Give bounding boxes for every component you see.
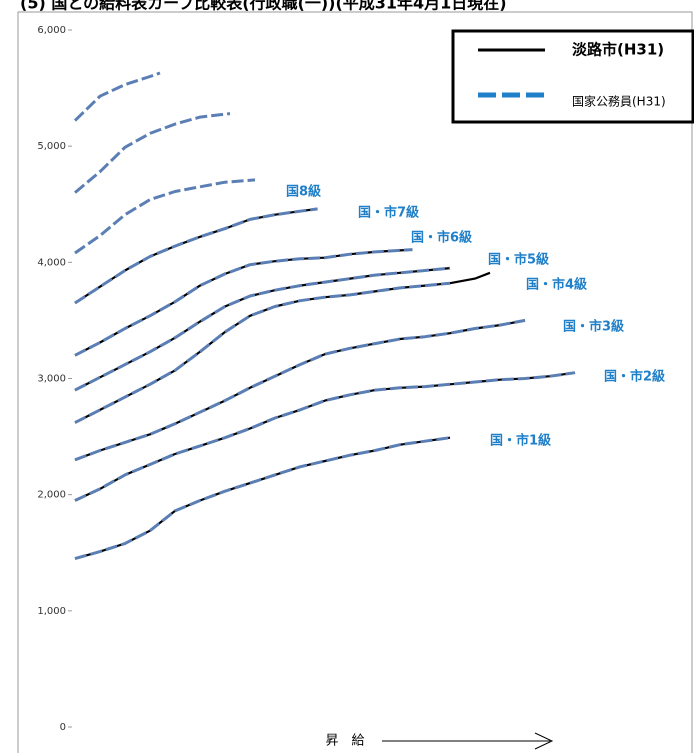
series-line	[74, 371, 576, 502]
series-line	[74, 112, 231, 194]
series-line	[74, 436, 451, 561]
grade-label: 国・市2級	[604, 369, 665, 385]
legend	[451, 29, 694, 124]
series-line	[74, 178, 256, 255]
grade-label: 国・市3級	[563, 319, 624, 335]
x-arrow-head	[534, 732, 554, 750]
grade-label: 国・市1級	[490, 433, 551, 449]
y-tick-label: 6,000	[37, 25, 66, 36]
series-line	[74, 319, 526, 461]
y-tick-label: 5,000	[37, 141, 66, 152]
series-line	[74, 318, 526, 462]
legend-label: 淡路市(H31)	[572, 41, 664, 59]
series-line	[74, 248, 413, 357]
x-axis-label: 昇 給	[325, 734, 364, 749]
y-tick-label: 3,000	[37, 374, 66, 385]
grade-label: 国・市7級	[358, 205, 419, 221]
series-line	[74, 266, 451, 392]
series-line	[74, 207, 318, 305]
legend-label: 国家公務員(H31)	[572, 94, 666, 109]
y-tick-label: 2,000	[37, 490, 66, 501]
chart-title: (5) 国との給料表カーブ比較表(行政職(一))(平成31年4月1日現在)	[20, 0, 507, 13]
series-line	[74, 267, 451, 392]
grade-label: 国・市5級	[488, 252, 549, 268]
y-tick-label: 4,000	[37, 257, 66, 268]
series-line	[74, 248, 413, 357]
series-line	[73, 71, 161, 122]
grade-label: 国8級	[286, 184, 321, 200]
y-tick-label: 1,000	[37, 606, 66, 617]
legend-box	[451, 29, 694, 124]
grade-label: 国・市6級	[411, 230, 472, 246]
y-tick-label: 0	[60, 722, 66, 733]
frame	[17, 11, 693, 753]
series-line	[74, 271, 491, 424]
series-line	[74, 281, 451, 424]
grade-label: 国・市4級	[526, 277, 587, 293]
